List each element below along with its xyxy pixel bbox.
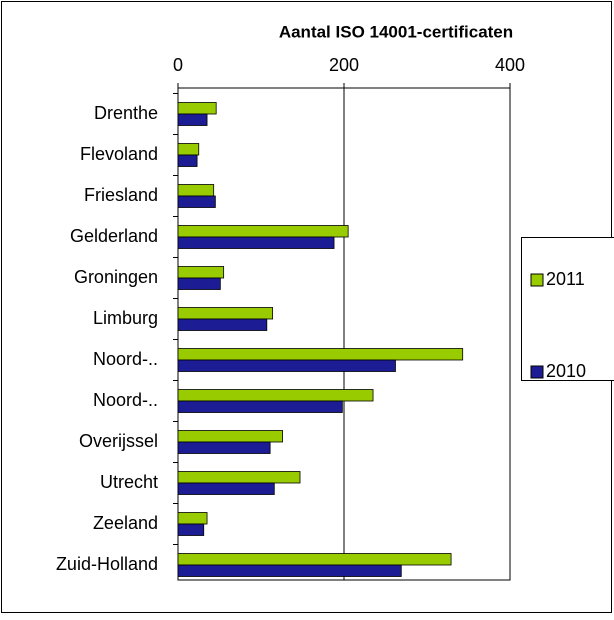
- y-tick-label: Drenthe: [94, 103, 158, 123]
- bar: [178, 431, 283, 443]
- bar: [178, 524, 204, 536]
- y-tick-label: Noord-..: [93, 390, 158, 410]
- bar: [178, 103, 216, 115]
- legend-label: 2010: [546, 361, 586, 381]
- y-tick-label: Zeeland: [93, 513, 158, 533]
- y-tick-label: Overijssel: [79, 431, 158, 451]
- bar: [178, 483, 274, 495]
- y-tick-label: Groningen: [74, 267, 158, 287]
- x-tick-label: 400: [495, 55, 525, 75]
- bar: [178, 554, 451, 566]
- bar: [178, 349, 463, 361]
- bar: [178, 401, 342, 413]
- y-tick-label: Gelderland: [70, 226, 158, 246]
- y-tick-label: Utrecht: [100, 472, 158, 492]
- bar: [178, 144, 199, 156]
- legend-label: 2011: [546, 269, 585, 289]
- y-tick-label: Friesland: [84, 185, 158, 205]
- bar: [178, 565, 401, 577]
- bar: [178, 360, 395, 372]
- bar: [178, 472, 300, 484]
- bar: [178, 308, 273, 320]
- x-tick-label: 200: [329, 55, 359, 75]
- legend-swatch: [531, 366, 543, 378]
- bar: [178, 390, 373, 402]
- x-tick-label: 0: [173, 55, 183, 75]
- bar: [178, 196, 215, 208]
- bar: [178, 278, 220, 290]
- chart-title: Aantal ISO 14001-certificaten: [279, 22, 513, 41]
- y-tick-label: Zuid-Holland: [56, 554, 158, 574]
- bar: [178, 513, 207, 525]
- bar: [178, 226, 348, 238]
- y-tick-label: Noord-..: [93, 349, 158, 369]
- y-tick-label: Limburg: [93, 308, 158, 328]
- legend-swatch: [531, 274, 543, 286]
- bar: [178, 319, 267, 331]
- bar: [178, 155, 197, 167]
- legend: [522, 238, 614, 381]
- y-tick-label: Flevoland: [80, 144, 158, 164]
- bar: [178, 114, 207, 126]
- bar: [178, 442, 270, 454]
- bar: [178, 267, 224, 279]
- bar: [178, 185, 214, 197]
- bar: [178, 237, 334, 249]
